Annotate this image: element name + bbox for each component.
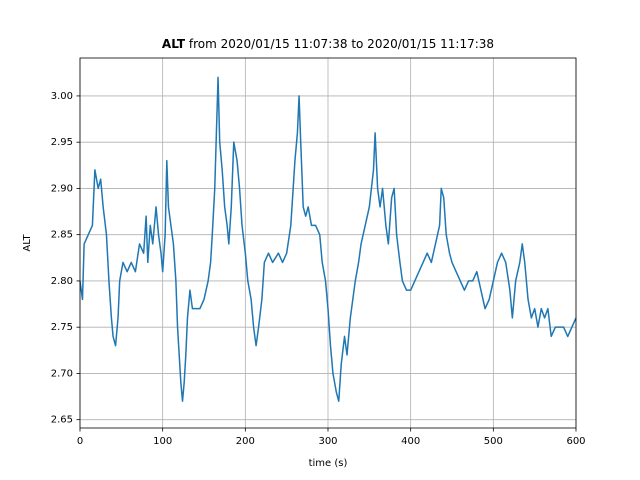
x-tick-label: 400 — [401, 436, 420, 447]
y-axis-label: ALT — [22, 234, 33, 252]
y-tick-label: 2.70 — [51, 368, 73, 379]
title-rest: from 2020/01/15 11:07:38 to 2020/01/15 1… — [189, 37, 494, 51]
title-bold: ALT — [162, 37, 186, 51]
x-tick-label: 300 — [318, 436, 337, 447]
plot-frame — [79, 57, 577, 429]
y-tick-label: 2.80 — [51, 276, 73, 287]
y-tick-label: 2.85 — [51, 230, 73, 241]
x-axis-label: time (s) — [309, 458, 348, 469]
x-tick-label: 0 — [77, 436, 83, 447]
y-tick-label: 2.90 — [51, 183, 73, 194]
x-tick-label: 200 — [236, 436, 255, 447]
y-tick-label: 3.00 — [51, 91, 73, 102]
x-tick-label: 100 — [153, 436, 172, 447]
x-tick-label: 500 — [484, 436, 503, 447]
chart-title: ALT from 2020/01/15 11:07:38 to 2020/01/… — [162, 37, 494, 51]
y-tick-label: 2.65 — [51, 415, 73, 426]
x-tick-label: 600 — [566, 436, 585, 447]
y-tick-label: 2.75 — [51, 322, 73, 333]
y-tick-label: 2.95 — [51, 137, 73, 148]
data-line — [79, 76, 577, 402]
